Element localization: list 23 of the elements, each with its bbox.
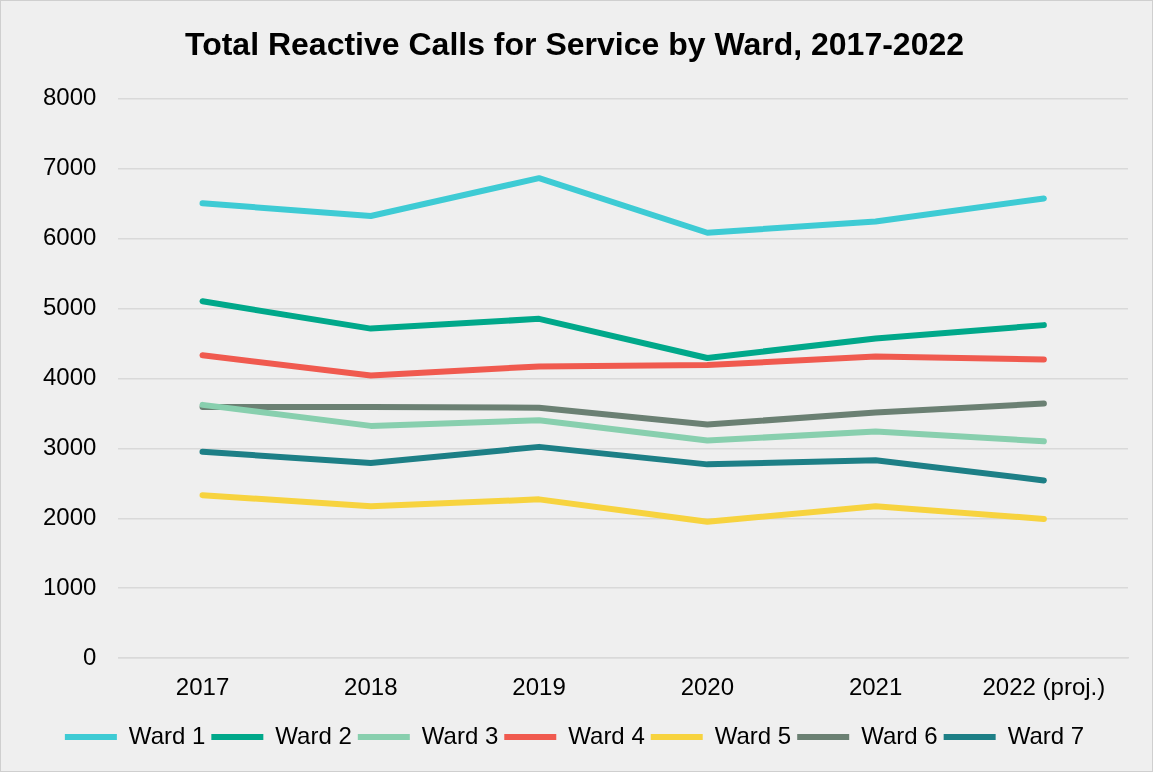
x-tick-label: 2017 — [175, 673, 230, 701]
x-tick-label: 2021 — [848, 673, 903, 701]
y-tick-label: 5000 — [43, 292, 97, 320]
legend-label: Ward 6 — [861, 721, 938, 749]
y-tick-label: 6000 — [43, 222, 97, 250]
legend-label: Ward 3 — [421, 721, 499, 749]
y-tick-label: 0 — [83, 642, 97, 670]
legend-label: Ward 1 — [128, 721, 206, 749]
legend-label: Ward 4 — [568, 721, 645, 749]
y-tick-label: 8000 — [43, 83, 97, 111]
y-tick-label: 4000 — [43, 362, 97, 390]
x-tick-label: 2018 — [344, 673, 398, 701]
x-tick-label: 2020 — [680, 673, 735, 701]
legend-label: Ward 5 — [714, 721, 792, 749]
y-tick-label: 3000 — [43, 432, 97, 460]
y-tick-label: 2000 — [43, 502, 97, 530]
legend-label: Ward 7 — [1007, 721, 1085, 749]
legend-label: Ward 2 — [275, 721, 352, 749]
x-tick-label: 2022 (proj.) — [982, 673, 1106, 701]
chart-title: Total Reactive Calls for Service by Ward, 2017-2022 — [184, 26, 965, 63]
x-tick-label: 2019 — [512, 673, 566, 701]
y-tick-label: 7000 — [43, 153, 97, 180]
y-tick-label: 1000 — [43, 572, 97, 600]
